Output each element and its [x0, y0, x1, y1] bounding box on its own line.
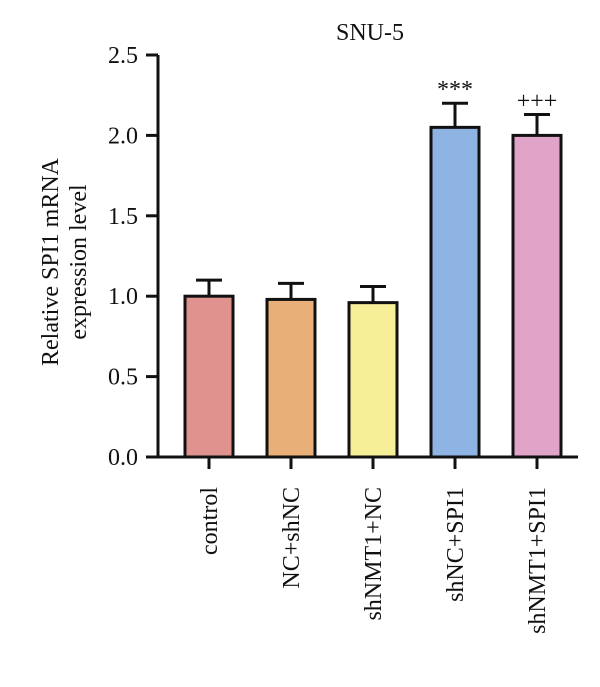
y-tick-label: 0.5 [108, 365, 138, 391]
y-tick-label: 1.5 [108, 204, 138, 230]
y-tick-label: 2.0 [108, 123, 138, 149]
bar-shnc-spi1 [429, 125, 481, 459]
bar-control [183, 294, 235, 459]
x-tick-label: NC+shNC [279, 487, 305, 589]
y-tick-label: 1.0 [108, 284, 138, 310]
y-axis-label-line-2: expression level [66, 184, 92, 340]
bar-shnmt1-spi1 [511, 133, 563, 459]
chart-title: SNU-5 [336, 20, 404, 46]
x-tick-label: control [197, 487, 223, 555]
plot-area: 0.0 0.5 1.0 1.5 2.0 2.5 control NC+shNC shNMT1+N… [108, 43, 578, 634]
bar-shnmt1-nc [347, 301, 399, 459]
x-tick-label: shNMT1+NC [361, 487, 387, 621]
y-axis-label: Relative SPI1 mRNA expression level [38, 157, 92, 366]
y-axis-label-line-1: Relative SPI1 mRNA [38, 157, 64, 366]
y-tick-label: 0.0 [108, 445, 138, 471]
y-tick-label: 2.5 [108, 43, 138, 69]
significance-marker: +++ [517, 88, 558, 114]
x-tick-label: shNMT1+SPI1 [525, 487, 551, 634]
x-tick-label: shNC+SPI1 [443, 487, 469, 602]
significance-marker: *** [437, 77, 473, 103]
bar-nc-shnc [265, 297, 317, 459]
